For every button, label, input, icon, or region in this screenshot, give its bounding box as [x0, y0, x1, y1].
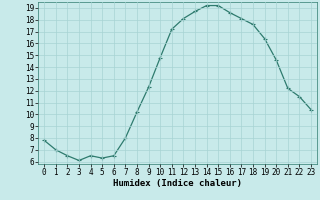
- X-axis label: Humidex (Indice chaleur): Humidex (Indice chaleur): [113, 179, 242, 188]
